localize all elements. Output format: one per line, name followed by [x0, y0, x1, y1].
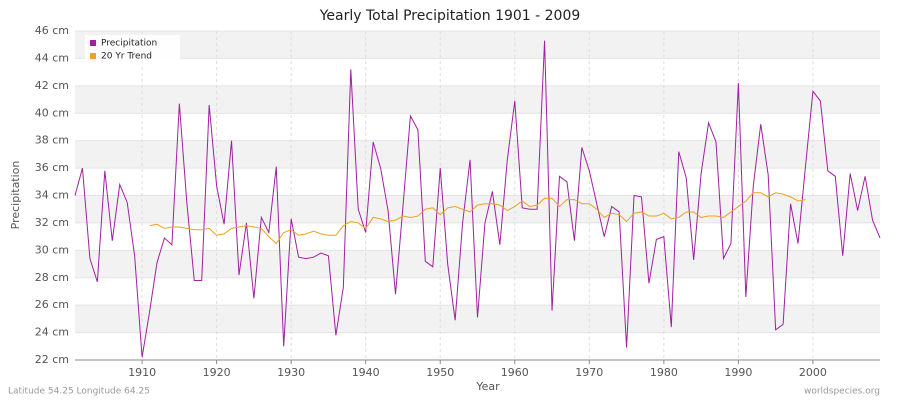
x-tick-label: 1910 [128, 366, 156, 379]
grid-band [75, 195, 880, 223]
y-axis-label: Precipitation [9, 161, 22, 230]
legend-label: 20 Yr Trend [101, 52, 152, 62]
series-line [74, 40, 881, 358]
grid-band [75, 250, 880, 278]
y-tick-label: 40 cm [35, 106, 69, 119]
y-tick-label: 22 cm [35, 353, 69, 366]
y-tick-label: 34 cm [35, 189, 69, 202]
legend-box [85, 35, 180, 65]
x-tick-label: 1920 [203, 366, 231, 379]
y-tick-label: 42 cm [35, 79, 69, 92]
footer-left: Latitude 54.25 Longitude 64.25 [8, 387, 150, 397]
x-tick-label: 1950 [426, 366, 454, 379]
plot-background [75, 31, 880, 333]
legend-label: Precipitation [101, 39, 157, 49]
y-tick-label: 32 cm [35, 216, 69, 229]
legend-swatch [90, 40, 96, 46]
x-tick-label: 2000 [799, 366, 827, 379]
y-tick-label: 24 cm [35, 326, 69, 339]
legend-swatch [90, 53, 96, 59]
legend: Precipitation 20 Yr Trend [85, 35, 180, 65]
x-tick-label: 1940 [352, 366, 380, 379]
x-tick-label: 1960 [501, 366, 529, 379]
y-tick-label: 46 cm [35, 24, 69, 37]
x-tick-label: 1930 [277, 366, 305, 379]
y-tick-label: 44 cm [35, 51, 69, 64]
chart-title: Yearly Total Precipitation 1901 - 2009 [319, 8, 581, 24]
x-tick-label: 1990 [724, 366, 752, 379]
y-tick-label: 30 cm [35, 243, 69, 256]
grid-band [75, 140, 880, 169]
footer-right: worldspecies.org [804, 387, 880, 397]
y-tick-label: 36 cm [35, 161, 69, 174]
x-axis-label: Year [475, 380, 500, 393]
x-tick-label: 1980 [650, 366, 678, 379]
y-tick-label: 28 cm [35, 271, 69, 284]
y-tick-label: 26 cm [35, 298, 69, 311]
x-tick-label: 1970 [575, 366, 603, 379]
grid-band [75, 31, 880, 59]
y-tick-label: 38 cm [35, 134, 69, 147]
series-line [149, 192, 806, 245]
grid-band [75, 85, 880, 114]
